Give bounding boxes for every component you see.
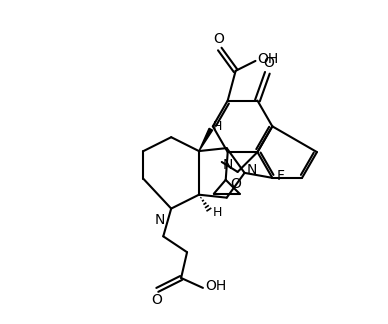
Polygon shape xyxy=(199,128,213,151)
Text: O: O xyxy=(230,177,241,191)
Text: N: N xyxy=(246,163,257,177)
Text: O: O xyxy=(213,32,224,46)
Text: O: O xyxy=(263,56,274,70)
Text: N: N xyxy=(223,158,233,172)
Text: F: F xyxy=(276,169,284,183)
Text: OH: OH xyxy=(205,279,226,293)
Text: H: H xyxy=(213,206,222,219)
Text: H: H xyxy=(213,120,222,133)
Text: OH: OH xyxy=(258,52,279,66)
Text: O: O xyxy=(151,293,162,307)
Text: N: N xyxy=(155,213,165,226)
